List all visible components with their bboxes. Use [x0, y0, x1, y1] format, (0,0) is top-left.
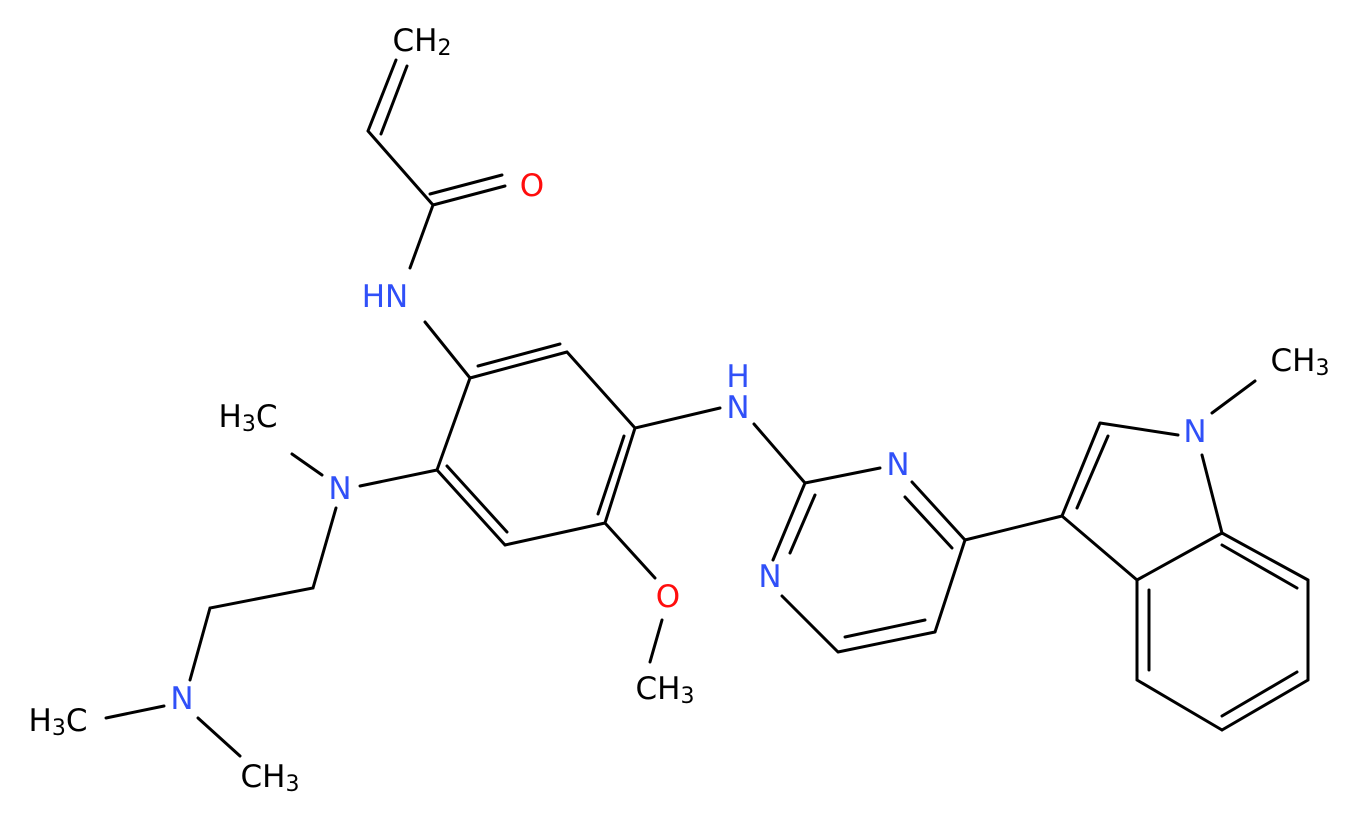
atom-label: H — [726, 359, 749, 395]
atom-label: N — [170, 681, 193, 717]
atom-label: N — [758, 559, 781, 595]
atom-label: CH3 — [636, 671, 695, 710]
bonds — [104, 58, 1310, 758]
atom-label: CH3 — [241, 759, 300, 798]
atom-label: N — [886, 447, 909, 483]
atom-label: CH3 — [1271, 343, 1330, 382]
atom-label: N — [328, 471, 351, 507]
atom-label: O — [656, 579, 680, 615]
atom-label: HN — [362, 279, 409, 315]
atom-label: H3C — [29, 703, 88, 742]
atom-label: H3C — [219, 399, 278, 438]
atom-label: CH2 — [393, 23, 452, 62]
atom-label: N — [726, 390, 749, 426]
atom-label: N — [1183, 414, 1206, 450]
atom-label: O — [520, 168, 544, 204]
